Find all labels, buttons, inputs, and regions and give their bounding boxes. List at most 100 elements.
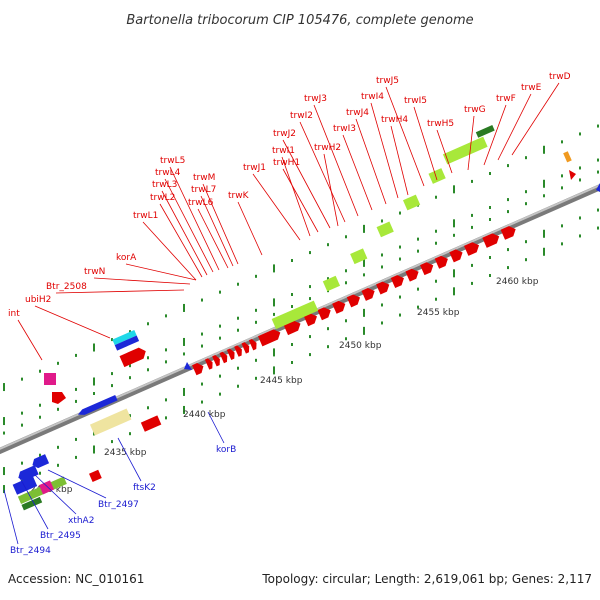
scale-label: 2440 kbp	[183, 410, 226, 420]
label-connector	[169, 166, 220, 271]
gene-label-trwJ1: trwJ1	[243, 163, 266, 173]
scale-label: 2450 kbp	[339, 341, 382, 351]
label-connector	[19, 477, 49, 530]
trw-cds-arrow	[464, 242, 480, 256]
trw-cds-arrow	[234, 345, 242, 357]
label-connector	[483, 104, 507, 166]
label-connector	[93, 277, 191, 285]
gene-label-trwG: trwG	[464, 105, 486, 115]
gene-label-trwH4: trwH4	[381, 115, 408, 125]
gene-label-trwL3: trwL3	[152, 180, 177, 190]
trw-cds-arrow	[219, 351, 228, 364]
trw-cds-arrow	[241, 342, 250, 354]
green-block	[442, 136, 488, 165]
label-connector	[385, 86, 425, 187]
trw-cds-arrow	[420, 262, 434, 276]
label-connector	[281, 156, 311, 237]
trw-cds-arrow	[204, 358, 213, 370]
green-block	[402, 194, 421, 211]
gene-label-trwJ4: trwJ4	[346, 108, 369, 118]
korB-arrow	[184, 362, 192, 370]
gene-label-trwI5: trwI5	[404, 96, 427, 106]
trw-cds-arrow	[226, 348, 235, 360]
green-block	[271, 300, 319, 330]
gene-label-trwJ5: trwJ5	[376, 76, 399, 86]
label-connector	[237, 201, 263, 256]
gene-label-trwJ3: trwJ3	[304, 94, 327, 104]
trw-cds-arrow	[248, 338, 257, 351]
green-block	[322, 275, 341, 292]
label-connector	[202, 183, 239, 265]
label-connector	[17, 319, 43, 361]
label-connector	[207, 411, 225, 444]
cds-int-arrow	[52, 392, 66, 404]
label-connector	[200, 195, 234, 267]
feature-int-site	[44, 373, 56, 385]
gene-label-xthA2: xthA2	[68, 516, 94, 526]
scale-label: 2455 kbp	[417, 308, 460, 318]
genome-stats-text: Topology: circular; Length: 2,619,061 bp…	[262, 572, 592, 586]
trw-cds-arrow	[212, 355, 220, 367]
label-connector	[370, 102, 399, 199]
label-connector	[55, 289, 185, 294]
gene-label-trwK: trwK	[228, 191, 250, 201]
gene-labels: int ubiH2 Btr_2508 trwN korA trwL1 trwL2 trwL3 t…	[8, 72, 571, 556]
label-connector	[299, 121, 346, 223]
gene-label-Btr_2495: Btr_2495	[40, 531, 81, 541]
gene-label-int: int	[8, 309, 20, 319]
label-connector	[164, 178, 214, 273]
gene-label-Btr_2494: Btr_2494	[10, 546, 51, 556]
trw-cds-group	[192, 226, 516, 376]
trw-cds-arrow	[405, 268, 419, 282]
gene-label-trwH5: trwH5	[427, 119, 454, 129]
trw-cds-arrow	[500, 226, 516, 240]
gene-label-ftsK2: ftsK2	[133, 483, 156, 493]
gene-label-trwI2: trwI2	[290, 111, 313, 121]
gene-label-ubiH2: ubiH2	[25, 295, 51, 305]
cds-int	[89, 469, 102, 483]
label-connector	[467, 115, 475, 171]
gene-label-trwH2: trwH2	[314, 143, 341, 153]
label-connector	[159, 203, 203, 278]
label-connector	[497, 93, 532, 161]
gene-label-trwE: trwE	[521, 83, 542, 93]
gene-label-trwH1: trwH1	[273, 158, 300, 168]
cds-ubiH2-arrow	[119, 347, 146, 368]
green-block	[428, 168, 446, 184]
reverse-darkgreen	[21, 496, 43, 511]
label-connector	[313, 104, 359, 217]
green-block-dark	[475, 125, 495, 138]
feature-blue	[114, 335, 140, 351]
trw-green-track	[271, 125, 495, 330]
reverse-pink	[39, 480, 55, 495]
label-connector	[355, 118, 387, 205]
trw-cds-arrow	[434, 255, 448, 269]
gene-label-korA: korA	[116, 253, 137, 263]
label-connectors	[3, 82, 560, 545]
label-connector	[34, 305, 111, 339]
gene-label-trwI4: trwI4	[361, 92, 384, 102]
gene-label-korB: korB	[216, 445, 236, 455]
gene-label-trwN: trwN	[84, 267, 105, 277]
label-connector	[34, 474, 77, 515]
trw-cds-arrow	[332, 300, 346, 314]
label-connector	[47, 469, 107, 499]
trw-cds-arrow	[192, 362, 204, 376]
gene-label-trwL1: trwL1	[133, 211, 158, 221]
green-block	[376, 221, 394, 238]
gene-label-trwI3: trwI3	[333, 124, 356, 134]
trw-cds-arrow	[390, 275, 404, 289]
trw-cds-arrow	[482, 233, 500, 248]
gene-label-trwL2: trwL2	[150, 193, 175, 203]
scale-label: 2435 kbp	[104, 448, 147, 458]
label-connector	[511, 82, 560, 156]
map-title: Bartonella tribocorum CIP 105476, comple…	[126, 13, 473, 28]
gene-label-trwL7: trwL7	[191, 185, 216, 195]
reverse-blue-1	[12, 475, 38, 495]
gene-label-trwD: trwD	[549, 72, 571, 82]
trw-cds-arrow	[376, 281, 390, 295]
trw-cds-arrow	[317, 307, 331, 321]
ubiH2-features	[112, 329, 146, 368]
gene-label-trwL4: trwL4	[155, 168, 181, 178]
tick-rings	[3, 124, 599, 494]
